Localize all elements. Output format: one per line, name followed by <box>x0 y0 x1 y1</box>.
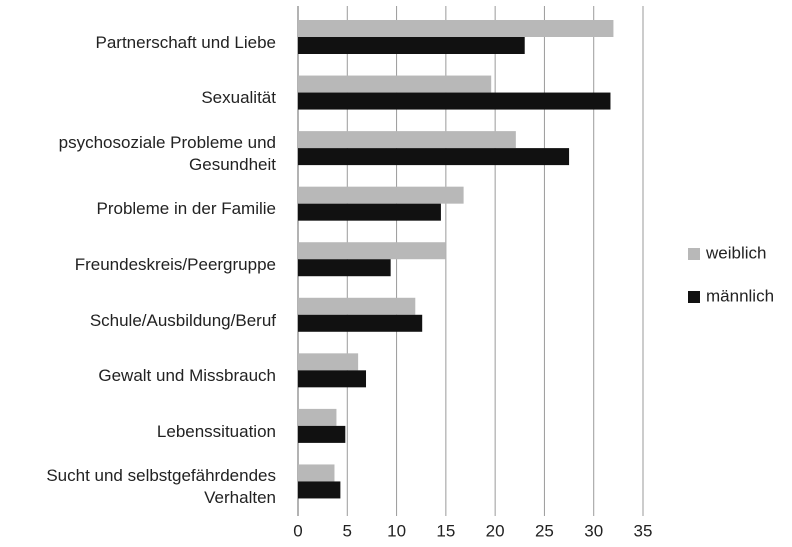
bar <box>298 131 516 149</box>
y-tick-label: Lebenssituation <box>156 421 276 441</box>
bar <box>298 203 441 221</box>
x-tick-label: 35 <box>634 521 653 540</box>
y-tick-label: Probleme in der Familie <box>96 199 276 219</box>
y-tick-label: Freundeskreis/Peergruppe <box>74 255 276 274</box>
bar <box>298 20 614 37</box>
y-tick-label: Gewalt und Missbrauch <box>98 366 276 386</box>
x-tick-label: 0 <box>293 521 302 540</box>
bar <box>298 186 464 204</box>
bar <box>298 242 446 260</box>
bar <box>298 314 423 332</box>
bar <box>298 259 391 277</box>
x-tick-label: 5 <box>343 521 352 540</box>
legend-label: weiblich <box>705 243 766 262</box>
legend-swatch <box>688 248 700 260</box>
bar <box>298 92 611 110</box>
bar <box>298 37 525 54</box>
x-tick-label: 30 <box>584 521 603 540</box>
y-tick-label: Schule/Ausbildung/Beruf <box>89 310 276 330</box>
legend-label: männlich <box>706 286 774 305</box>
bar <box>298 353 359 371</box>
bar <box>298 297 416 315</box>
bar <box>298 370 367 388</box>
y-tick-label: psychosoziale Probleme und Gesundheit <box>58 132 276 174</box>
bar <box>298 481 341 499</box>
bar <box>298 464 335 482</box>
x-tick-label: 10 <box>387 521 406 540</box>
x-tick-label: 25 <box>535 521 554 540</box>
y-tick-label: Sexualität <box>201 88 276 108</box>
bar <box>298 75 492 93</box>
bar <box>298 148 570 166</box>
y-tick-label: Partnerschaft und Liebe <box>95 32 276 52</box>
x-tick-label: 15 <box>436 521 455 540</box>
bar <box>298 408 337 426</box>
legend-swatch <box>688 291 700 303</box>
y-tick-label: Sucht und selbstgefährdendes Verhalten <box>46 466 276 508</box>
x-tick-label: 20 <box>486 521 505 540</box>
bar <box>298 425 346 443</box>
